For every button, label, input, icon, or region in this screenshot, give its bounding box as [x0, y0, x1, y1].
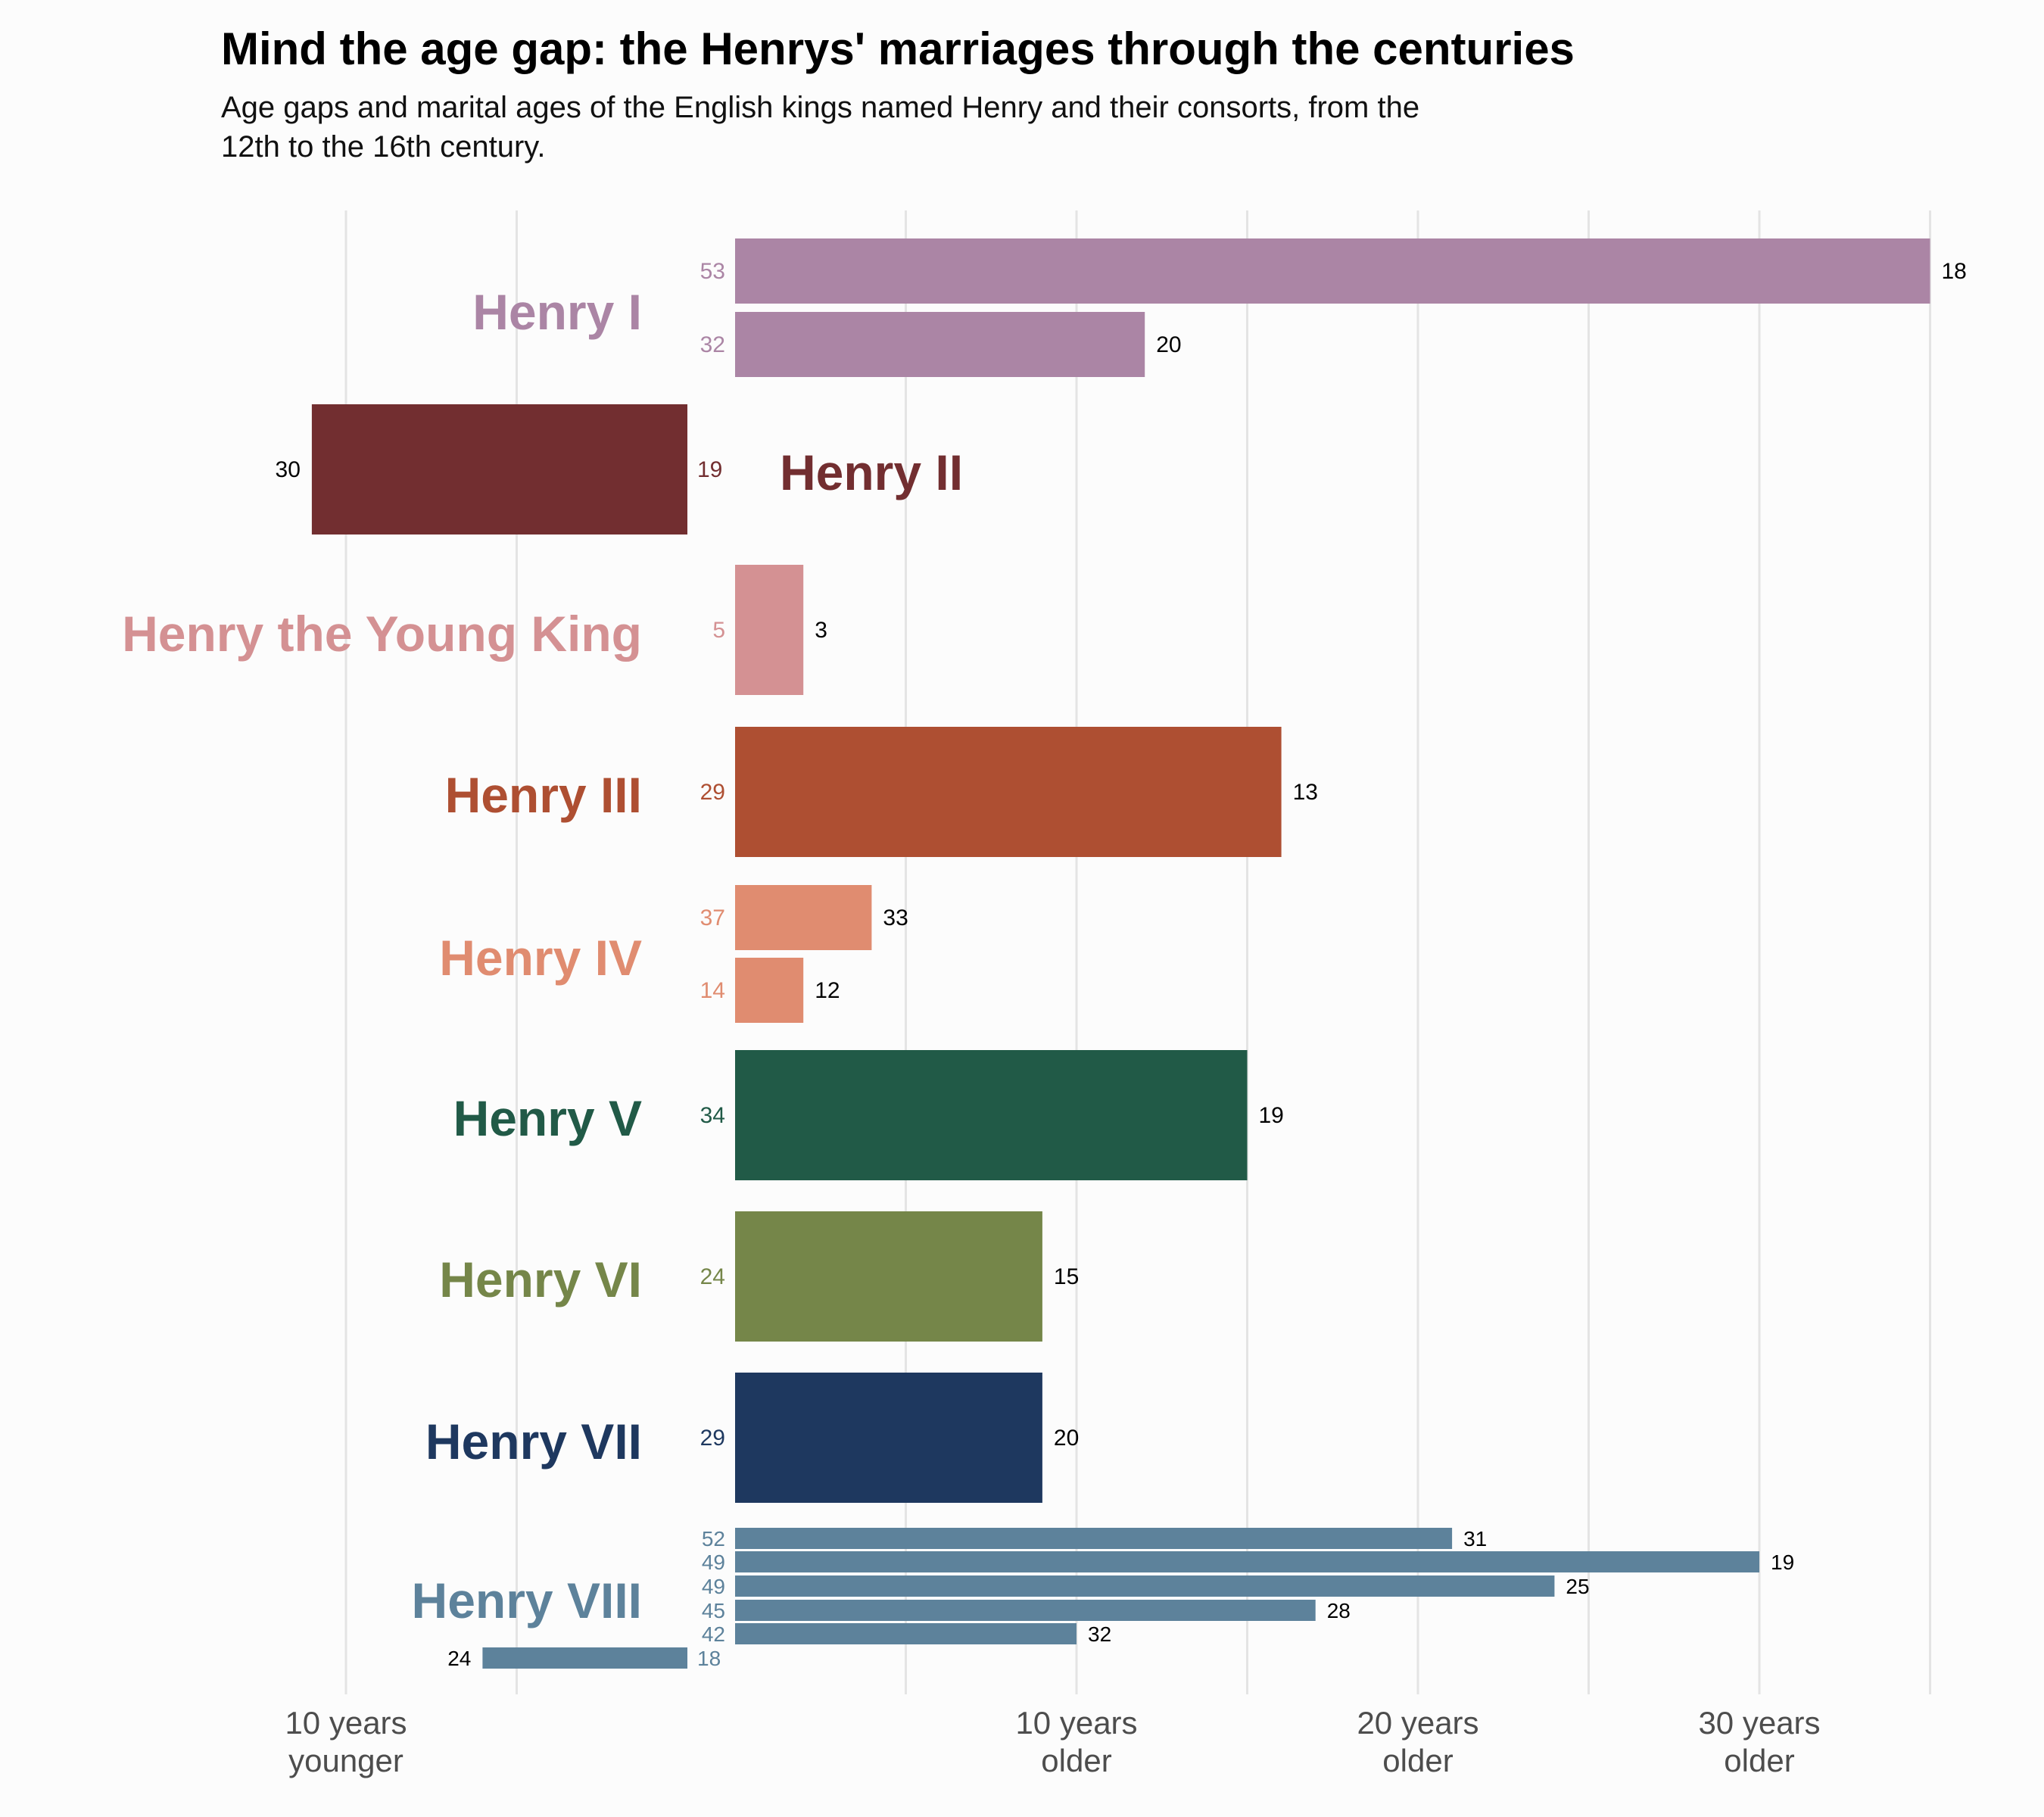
consort-age-label-4-1: 12 — [815, 978, 840, 1003]
consort-age-label-8-2: 25 — [1566, 1575, 1589, 1598]
bar-8-2 — [735, 1575, 1555, 1597]
bar-7-0 — [735, 1373, 1042, 1503]
chart-subtitle-line-2: 12th to the 16th century. — [221, 130, 545, 164]
bar-8-3 — [735, 1600, 1316, 1621]
king-age-label-3-0: 29 — [700, 780, 725, 805]
king-age-label-0-0: 53 — [700, 259, 725, 284]
king-age-label-4-0: 37 — [700, 905, 725, 930]
king-name-1: Henry II — [780, 444, 963, 500]
king-name-2: Henry the Young King — [122, 606, 642, 662]
bars-layer — [311, 238, 1930, 1669]
bar-2-0 — [735, 565, 804, 695]
king-age-label-8-4: 42 — [702, 1622, 725, 1646]
consort-age-label-3-0: 13 — [1293, 780, 1318, 805]
bar-8-0 — [735, 1528, 1453, 1549]
king-age-label-8-5: 18 — [697, 1647, 721, 1670]
bar-6-0 — [735, 1211, 1042, 1342]
consort-age-label-8-5: 24 — [447, 1647, 471, 1670]
bar-0-0 — [735, 238, 1930, 304]
x-tick-label-2-1: older — [1382, 1743, 1453, 1778]
king-name-0: Henry I — [472, 284, 642, 340]
king-name-8: Henry VIII — [412, 1572, 642, 1628]
bar-5-0 — [735, 1050, 1248, 1180]
bar-4-0 — [735, 885, 872, 950]
king-age-label-1-0: 19 — [697, 457, 722, 482]
consort-age-label-5-0: 19 — [1259, 1103, 1284, 1128]
chart-subtitle-line-1: Age gaps and marital ages of the English… — [221, 91, 1419, 124]
consort-age-label-8-1: 19 — [1771, 1551, 1794, 1574]
x-tick-label-1-1: older — [1041, 1743, 1111, 1778]
king-age-label-0-1: 32 — [700, 332, 725, 357]
x-tick-label-2-0: 20 years — [1357, 1705, 1478, 1741]
king-age-label-8-3: 45 — [702, 1599, 725, 1622]
king-name-7: Henry VII — [425, 1413, 642, 1469]
bar-3-0 — [735, 727, 1282, 857]
king-name-3: Henry III — [445, 767, 642, 823]
x-tick-label-3-0: 30 years — [1698, 1705, 1820, 1741]
consort-age-label-8-0: 31 — [1463, 1527, 1487, 1551]
consort-age-label-2-0: 3 — [815, 618, 827, 643]
king-name-6: Henry VI — [439, 1251, 642, 1307]
x-tick-label-0-0: 10 years — [285, 1705, 407, 1741]
x-tick-label-1-0: 10 years — [1015, 1705, 1137, 1741]
king-age-label-8-2: 49 — [702, 1575, 725, 1598]
chart-title: Mind the age gap: the Henrys' marriages … — [221, 23, 1575, 74]
consort-age-label-8-4: 32 — [1088, 1622, 1111, 1646]
consort-age-label-6-0: 15 — [1054, 1264, 1079, 1289]
bar-8-4 — [735, 1623, 1077, 1644]
king-age-label-8-1: 49 — [702, 1551, 725, 1574]
bar-1-0 — [311, 404, 687, 535]
king-age-label-7-0: 29 — [700, 1426, 725, 1451]
x-tick-label-3-1: older — [1724, 1743, 1794, 1778]
bar-0-1 — [735, 312, 1145, 377]
bar-8-5 — [482, 1647, 687, 1669]
consort-age-label-8-3: 28 — [1327, 1599, 1351, 1622]
consort-age-label-0-0: 18 — [1942, 259, 1967, 284]
king-age-label-2-0: 5 — [712, 618, 725, 643]
bar-4-1 — [735, 958, 804, 1023]
king-name-5: Henry V — [453, 1090, 642, 1146]
bar-8-1 — [735, 1551, 1759, 1572]
king-age-label-5-0: 34 — [700, 1103, 725, 1128]
consort-age-label-0-1: 20 — [1156, 332, 1181, 357]
consort-age-label-4-0: 33 — [883, 905, 908, 930]
king-name-4: Henry IV — [439, 930, 642, 986]
x-tick-label-0-1: younger — [288, 1743, 404, 1778]
king-age-label-8-0: 52 — [702, 1527, 725, 1551]
king-age-label-4-1: 14 — [700, 978, 725, 1003]
consort-age-label-1-0: 30 — [276, 457, 301, 482]
consort-age-label-7-0: 20 — [1054, 1426, 1079, 1451]
king-age-label-6-0: 24 — [700, 1264, 725, 1289]
